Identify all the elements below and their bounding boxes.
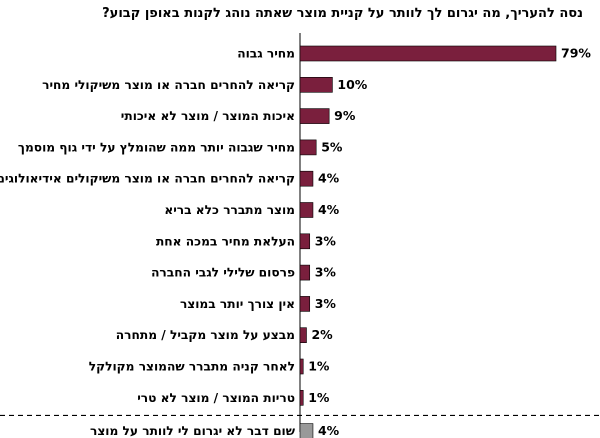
value-label: 4% — [318, 171, 340, 186]
category-label: מחיר גבוה — [237, 47, 295, 61]
chart-title: נסה להעריך, מה יגרום לך לוותר על קניית מ… — [102, 6, 583, 21]
value-label: 3% — [315, 265, 337, 280]
bar — [299, 358, 304, 375]
bar — [299, 327, 307, 344]
bars-group: מחיר גבוה 79% קריאה להחרים חברה או מוצר מש… — [0, 46, 591, 438]
value-label: 3% — [315, 233, 337, 248]
value-label: 4% — [318, 202, 340, 217]
value-label: 9% — [334, 108, 356, 123]
value-label: 3% — [315, 296, 337, 311]
category-label: פרסום שלילי לגבי החברה — [151, 266, 295, 280]
category-label: איכות המוצר / מוצר לא איכותי — [121, 109, 295, 123]
bar — [299, 296, 311, 312]
category-label: מחיר שגבוה יותר ממה שהומלץ על ידי גוף מו… — [18, 140, 295, 154]
bar — [299, 202, 314, 218]
bar — [299, 77, 333, 93]
bar — [299, 264, 311, 281]
value-label: 2% — [311, 327, 333, 342]
value-label: 4% — [318, 423, 340, 438]
category-label: העלאת מחיר במכה אחת — [156, 234, 295, 248]
category-label: שום דבר לא יגרום לי לוותר על מוצר — [90, 424, 296, 438]
bar — [299, 45, 557, 62]
bar — [299, 170, 314, 187]
value-label: 79% — [561, 46, 591, 61]
bar — [299, 389, 304, 406]
category-label: קריאה להחרים חברה או מוצר משיקולי מחיר — [42, 78, 295, 92]
category-label: טריות המוצר / מוצר לא טרי — [137, 391, 295, 405]
category-label: לאחר קניה מתברר שהמוצר מקולקל — [89, 360, 295, 374]
bar — [299, 423, 314, 438]
bar — [299, 233, 311, 250]
category-label: אין צורך יותר במוצר — [180, 297, 295, 311]
category-label: מבצע על מוצר מקביל / מתחרה — [116, 328, 295, 342]
bar — [299, 108, 330, 124]
bar — [299, 139, 317, 156]
value-label: 1% — [308, 390, 330, 405]
category-label: מוצר מתברר כלא בריא — [164, 203, 295, 217]
value-label: 10% — [337, 77, 367, 92]
value-label: 1% — [308, 359, 330, 374]
category-label: קריאה להחרים חברה או מוצר משיקולים אידיא… — [0, 172, 295, 186]
value-label: 5% — [321, 139, 343, 154]
